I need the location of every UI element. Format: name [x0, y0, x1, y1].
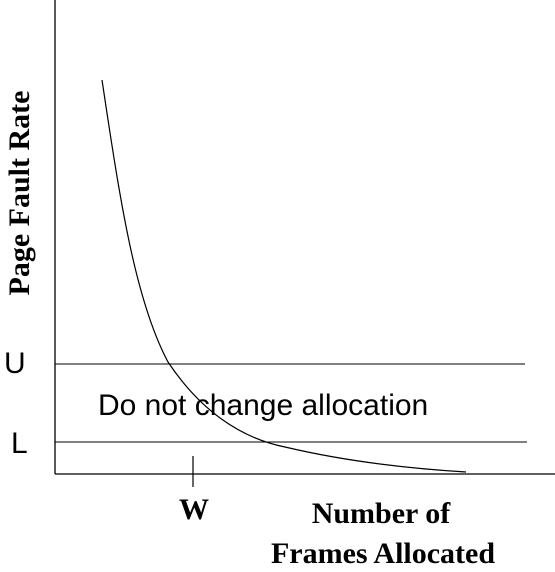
page-fault-curve	[101, 79, 467, 473]
lower-threshold-label: L	[11, 427, 28, 460]
y-axis-label: Page Fault Rate	[3, 91, 36, 296]
working-set-label: W	[179, 493, 209, 526]
x-axis-label-line-1: Number of	[312, 497, 452, 530]
x-axis-label-line-2: Frames Allocated	[271, 537, 495, 570]
upper-threshold-label: U	[4, 347, 26, 380]
band-label: Do not change allocation	[98, 389, 428, 422]
